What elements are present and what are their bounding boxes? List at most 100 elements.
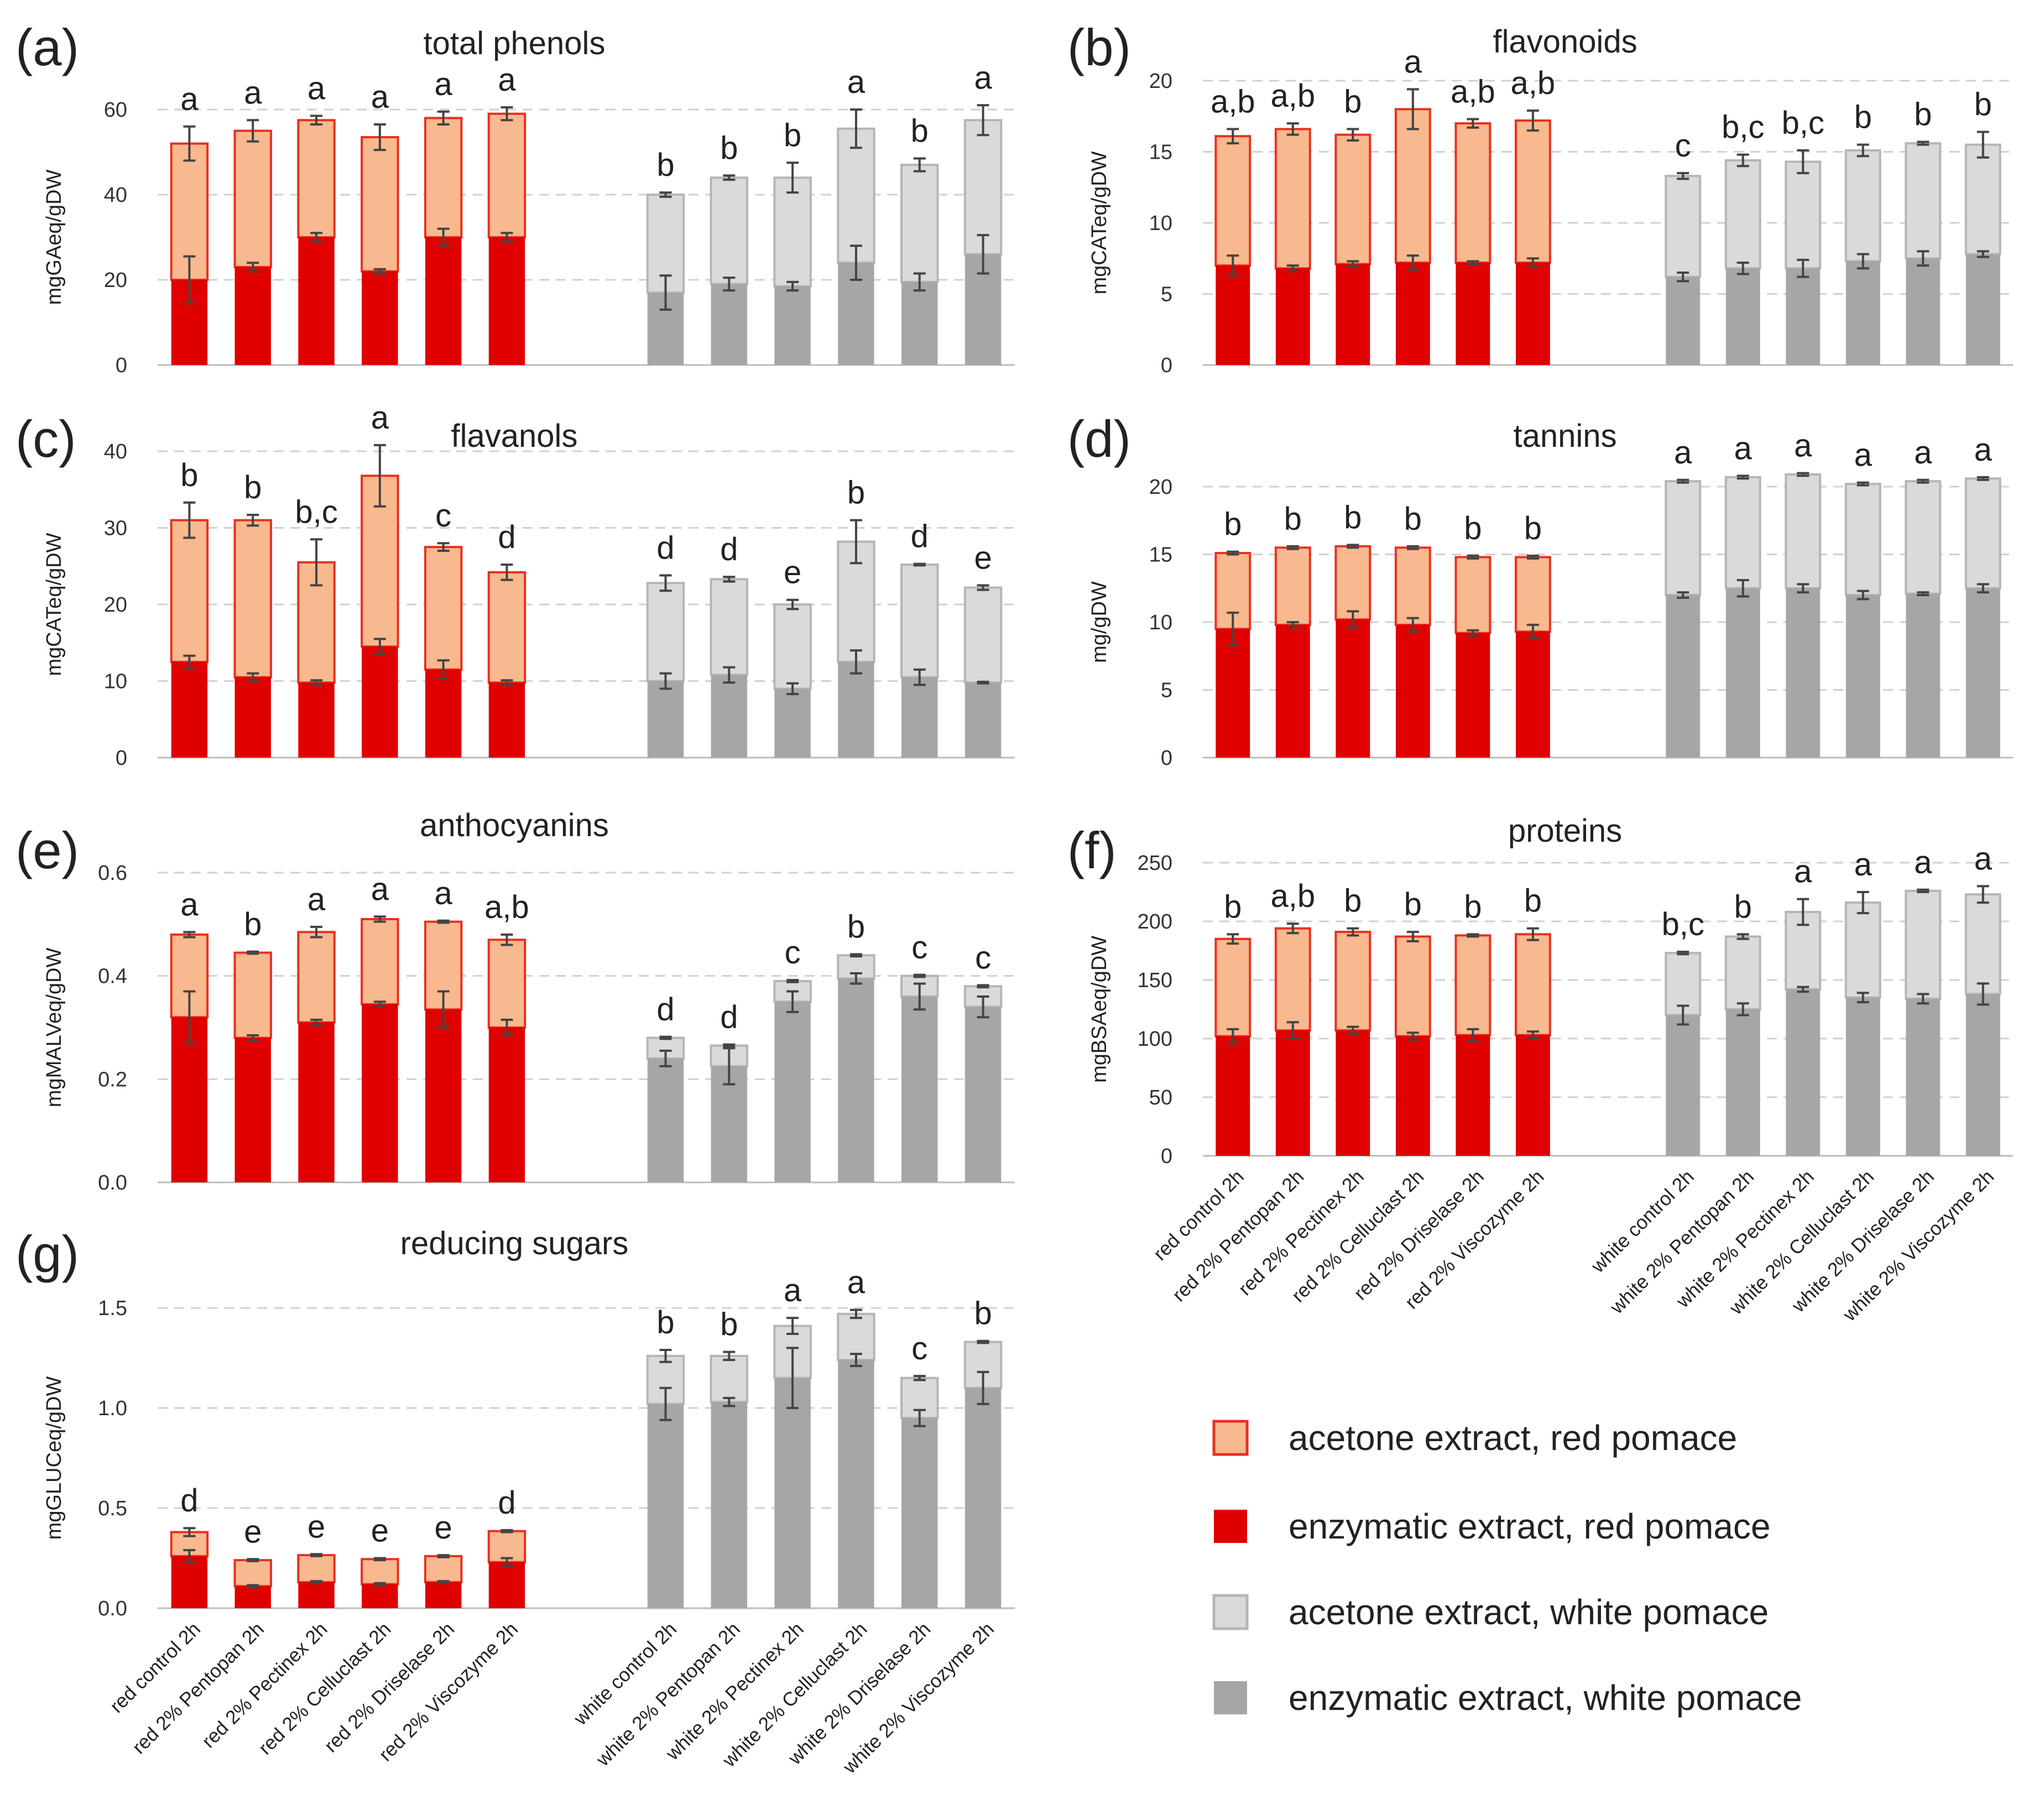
bar-enzymatic-extract <box>1395 624 1430 758</box>
significance-letter: b <box>974 1296 992 1332</box>
bar-enzymatic-extract <box>647 1404 684 1608</box>
y-tick-label: 20 <box>1149 70 1172 93</box>
significance-letter: a <box>435 875 453 911</box>
y-tick-label: 0 <box>1161 747 1172 770</box>
significance-letter: d <box>498 519 515 555</box>
legend-swatch <box>1212 1420 1249 1456</box>
bar-acetone-extract <box>963 586 1003 684</box>
chart-panel-3: (c) flavanols mgCATeq/gDW 0 10 20 30 40 b b b,c a c d… <box>15 400 1015 770</box>
significance-letter: b <box>1344 84 1362 119</box>
bar-acetone-extract <box>773 603 812 690</box>
y-tick-label: 0 <box>1161 354 1172 377</box>
bar-acetone-extract <box>773 176 812 288</box>
bar-enzymatic-extract <box>1666 1015 1701 1156</box>
bar-acetone-extract <box>361 1558 399 1586</box>
legend-label: enzymatic extract, red pomace <box>1289 1506 1770 1546</box>
bar-acetone-extract <box>297 931 336 1024</box>
bar-enzymatic-extract <box>1336 264 1370 365</box>
bar-acetone-extract <box>361 136 399 273</box>
significance-letter: a <box>1794 428 1812 464</box>
bar-acetone-extract <box>1514 556 1551 633</box>
panel-letter: (f) <box>1067 821 1117 879</box>
significance-letter: a <box>784 1273 802 1308</box>
significance-letter: e <box>307 1509 325 1545</box>
significance-letter: e <box>435 1510 452 1546</box>
significance-letter: d <box>180 1483 198 1519</box>
significance-letter: a <box>1914 435 1932 471</box>
y-tick-label: 40 <box>104 440 127 463</box>
bar-enzymatic-extract <box>1725 268 1760 365</box>
chart-panel-6: (f) proteinsmgBSAeq/gDW050100150200250bre… <box>1067 813 2013 1326</box>
bar-acetone-extract <box>487 112 526 238</box>
bar-acetone-extract <box>1724 935 1761 1011</box>
bar-enzymatic-extract <box>647 1058 684 1182</box>
y-tick-label: 0.5 <box>98 1497 127 1520</box>
significance-letter: a <box>371 79 389 115</box>
y-tick-label: 10 <box>1149 212 1172 235</box>
bar-enzymatic-extract <box>711 1402 748 1608</box>
y-axis-label: mgBSAeq/gDW <box>1088 936 1111 1083</box>
bar-acetone-extract <box>1964 477 2001 590</box>
y-tick-label: 50 <box>1149 1086 1172 1109</box>
legend-item: enzymatic extract, red pomace <box>1214 1506 1770 1546</box>
chart-title: total phenols <box>424 25 606 61</box>
bar-enzymatic-extract <box>774 1002 811 1182</box>
chart-panel-4: (d) tannins mg/gDW 0 5 10 15 20 b b b b b b a a a a a a <box>1067 410 2013 770</box>
significance-letter: b <box>847 475 865 511</box>
bar-enzymatic-extract <box>838 1360 874 1608</box>
bar-acetone-extract <box>1334 545 1372 621</box>
bar-acetone-extract <box>1905 889 1942 1000</box>
legend: acetone extract, red pomace enzymatic ext… <box>1212 1418 1802 1718</box>
y-tick-label: 5 <box>1161 283 1172 306</box>
y-tick-label: 100 <box>1138 1028 1172 1051</box>
significance-letter: c <box>975 940 991 976</box>
bar-enzymatic-extract <box>901 997 938 1182</box>
bar-acetone-extract <box>963 119 1003 255</box>
significance-letter: a,b <box>1511 65 1556 101</box>
bar-acetone-extract <box>1394 546 1431 626</box>
bar-enzymatic-extract <box>1965 994 2000 1156</box>
legend-label: enzymatic extract, white pomace <box>1289 1678 1802 1718</box>
bar-enzymatic-extract <box>1786 268 1821 365</box>
bar-enzymatic-extract <box>1395 1036 1430 1156</box>
significance-letter: b <box>847 909 865 945</box>
significance-letter: b <box>784 117 801 153</box>
significance-letter: c <box>435 498 451 534</box>
chart-title: tannins <box>1513 418 1617 454</box>
x-category-label: white control 2h <box>1587 1166 1698 1277</box>
chart-title: flavanols <box>451 418 578 454</box>
bar-acetone-extract <box>1665 175 1702 278</box>
significance-letter: e <box>371 1513 389 1549</box>
bar-acetone-extract <box>1785 160 1822 270</box>
bar-enzymatic-extract <box>1456 1035 1490 1156</box>
significance-letter: a <box>244 75 262 111</box>
bar-enzymatic-extract <box>1275 268 1310 365</box>
significance-letter: a <box>307 71 326 107</box>
bar-enzymatic-extract <box>1965 588 2000 758</box>
y-axis-label: mgCATeq/gDW <box>1088 151 1111 294</box>
y-tick-label: 10 <box>1149 611 1172 634</box>
bar-enzymatic-extract <box>298 1582 335 1608</box>
significance-letter: a <box>1974 841 1993 877</box>
legend-label: acetone extract, white pomace <box>1289 1592 1769 1632</box>
significance-letter: b <box>1284 501 1302 537</box>
chart-title: anthocyanins <box>420 807 609 843</box>
bar-enzymatic-extract <box>488 682 525 758</box>
bar-enzymatic-extract <box>1906 998 1941 1156</box>
significance-letter: b <box>1344 499 1362 535</box>
bar-acetone-extract <box>1905 480 1942 595</box>
bar-enzymatic-extract <box>964 1388 1002 1608</box>
panel-letter: (g) <box>15 1225 79 1283</box>
bar-acetone-extract <box>1514 933 1551 1036</box>
y-tick-label: 1.0 <box>98 1397 127 1420</box>
significance-letter: a,b <box>1451 74 1495 109</box>
bar-acetone-extract <box>1214 937 1252 1037</box>
significance-letter: b,c <box>1722 109 1764 145</box>
bar-enzymatic-extract <box>1725 588 1760 758</box>
y-axis-label: mgCATeq/gDW <box>43 533 66 676</box>
significance-letter: a,b <box>1211 84 1255 119</box>
bar-acetone-extract <box>1394 935 1431 1037</box>
significance-letter: b <box>1224 889 1242 925</box>
significance-letter: b,c <box>295 494 337 530</box>
bar-acetone-extract <box>1274 128 1311 270</box>
